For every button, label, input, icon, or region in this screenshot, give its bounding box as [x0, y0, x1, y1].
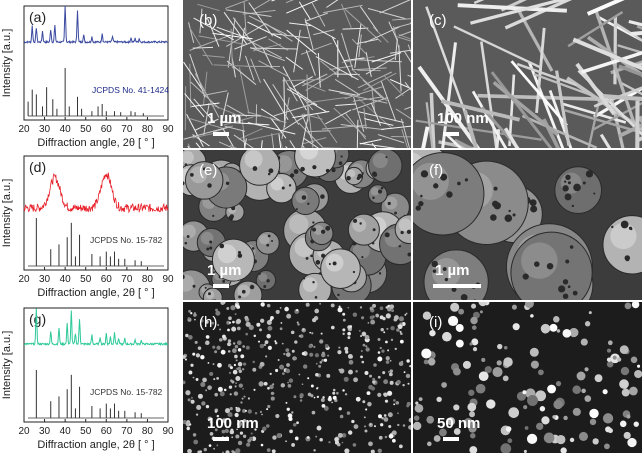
- scale-bar: [433, 284, 481, 288]
- x-tick-label: 70: [121, 124, 133, 135]
- scale-bar: [213, 284, 229, 288]
- micrograph-texture: [183, 0, 411, 148]
- x-tick-label: 40: [60, 274, 72, 285]
- reference-label: JCPDS No. 41-1424: [92, 85, 169, 95]
- x-tick-label: 20: [18, 124, 30, 135]
- sem-micrograph: (f) 1 µm: [413, 150, 642, 300]
- x-tick-label: 80: [142, 426, 154, 437]
- sem-micrograph: (b) 1 µm: [183, 0, 411, 148]
- x-tick-label: 50: [80, 274, 92, 285]
- scale-bar-label: 50 nm: [437, 415, 481, 432]
- x-tick-label: 70: [121, 274, 133, 285]
- x-tick-label: 20: [18, 426, 30, 437]
- x-tick-label: 30: [39, 124, 51, 135]
- scale-bar: [213, 437, 229, 441]
- sem-micrograph: (c) 100 nm: [413, 0, 642, 148]
- x-tick-label: 60: [101, 124, 113, 135]
- scale-bar-label: 100 nm: [437, 110, 489, 127]
- x-tick-label: 50: [80, 124, 92, 135]
- x-tick-label: 40: [60, 426, 72, 437]
- scale-bar-label: 1 µm: [207, 262, 242, 279]
- xrd-chart: Intensity [a.u.] 20 30 40 50 60 70 80 90 Diffract…: [1, 5, 174, 149]
- x-tick-label: 90: [162, 274, 174, 285]
- x-tick-label: 70: [121, 426, 133, 437]
- panel-label: (f): [429, 162, 444, 179]
- scale-bar: [443, 132, 459, 136]
- scale-bar: [213, 132, 229, 136]
- scale-bar: [443, 437, 459, 441]
- y-axis-label: Intensity [a.u.]: [1, 179, 13, 247]
- x-axis-label: Diffraction angle, 2θ [ ° ]: [37, 137, 154, 149]
- micrograph-texture: [413, 0, 642, 148]
- panel-label: (b): [199, 12, 218, 29]
- panel-label: (h): [199, 314, 218, 331]
- panel-label: (g): [29, 311, 46, 327]
- sample-series: [23, 172, 169, 214]
- x-tick-label: 80: [142, 124, 154, 135]
- x-axis-label: Diffraction angle, 2θ [ ° ]: [37, 287, 154, 299]
- x-tick-label: 80: [142, 274, 154, 285]
- sample-series: [23, 5, 169, 45]
- panel-label: (d): [29, 159, 46, 175]
- xrd-chart: Intensity [a.u.] 20 30 40 50 60 70 80 90 Diffract…: [1, 155, 174, 299]
- sem-micrograph: (i) 50 nm: [413, 302, 642, 453]
- x-tick-label: 20: [18, 274, 30, 285]
- panel-label: (e): [199, 162, 218, 179]
- x-tick-label: 60: [101, 426, 113, 437]
- micrograph-texture: [183, 150, 411, 300]
- x-tick-label: 90: [162, 124, 174, 135]
- plot-frame: [23, 5, 169, 121]
- sample-series: [23, 308, 169, 347]
- panel-label: (a): [29, 9, 46, 25]
- x-tick-label: 50: [80, 426, 92, 437]
- x-tick-label: 90: [162, 426, 174, 437]
- panel-label: (c): [429, 12, 447, 29]
- y-axis-label: Intensity [a.u.]: [1, 331, 13, 399]
- micrograph-texture: [183, 302, 411, 453]
- micrograph-texture: [413, 302, 642, 453]
- scale-bar-label: 1 µm: [435, 262, 470, 279]
- plot-frame: [23, 155, 169, 271]
- x-axis-label: Diffraction angle, 2θ [ ° ]: [37, 439, 154, 451]
- plot-frame: [23, 307, 169, 423]
- micrograph-texture: [413, 150, 642, 300]
- y-axis-label: Intensity [a.u.]: [1, 29, 13, 97]
- sem-micrograph: (h) 100 nm: [183, 302, 411, 453]
- panel-label: (i): [429, 314, 443, 331]
- x-tick-label: 30: [39, 426, 51, 437]
- x-tick-label: 60: [101, 274, 113, 285]
- sem-micrograph: (e) 1 µm: [183, 150, 411, 300]
- scale-bar-label: 100 nm: [207, 415, 259, 432]
- x-tick-label: 30: [39, 274, 51, 285]
- reference-label: JCPDS No. 15-782: [90, 235, 163, 245]
- x-tick-label: 40: [60, 124, 72, 135]
- reference-label: JCPDS No. 15-782: [90, 387, 163, 397]
- scale-bar-label: 1 µm: [207, 110, 242, 127]
- xrd-chart: Intensity [a.u.] 20 30 40 50 60 70 80 90 Diffract…: [1, 307, 174, 451]
